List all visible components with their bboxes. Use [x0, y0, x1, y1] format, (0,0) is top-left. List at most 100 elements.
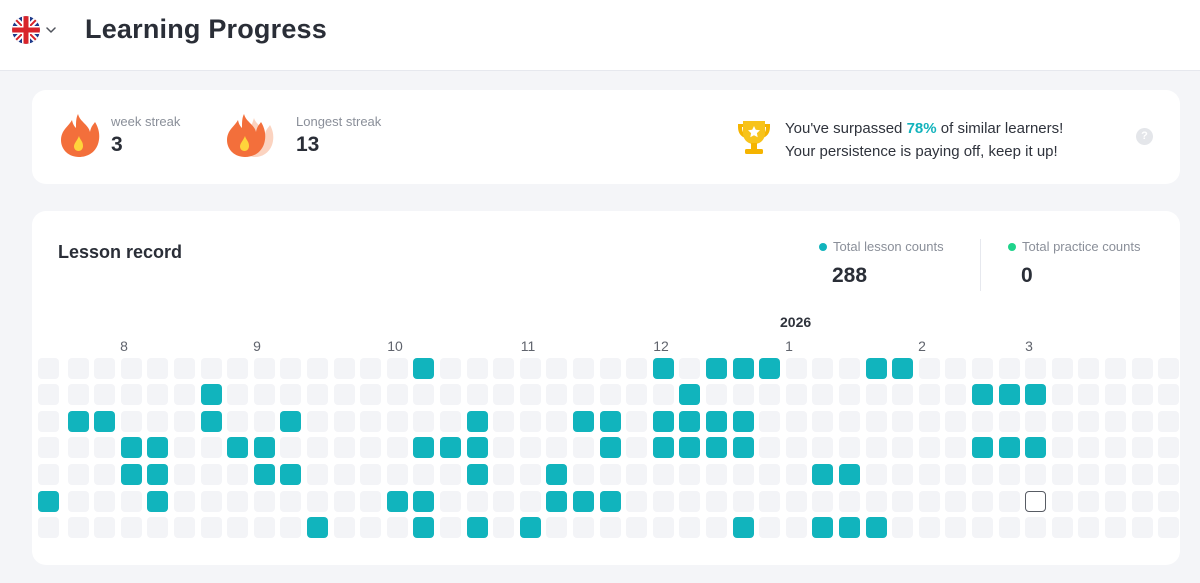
calendar-day-cell	[200, 357, 222, 379]
calendar-day-cell	[759, 437, 781, 459]
calendar-day-cell	[652, 410, 674, 432]
month-label: 11	[520, 338, 536, 354]
lesson-record-title: Lesson record	[58, 242, 183, 262]
calendar-day-cell	[147, 437, 169, 459]
calendar-day-cell	[333, 357, 355, 379]
calendar-day-cell	[998, 410, 1020, 432]
calendar-day-cell	[546, 463, 568, 485]
calendar-day-cell	[785, 410, 807, 432]
calendar-day-cell	[67, 357, 89, 379]
calendar-day-cell	[200, 437, 222, 459]
calendar-day-cell	[1025, 463, 1047, 485]
calendar-day-cell	[705, 490, 727, 512]
calendar-day-cell	[1131, 463, 1153, 485]
calendar-day-cell	[626, 357, 648, 379]
calendar-day-cell	[652, 463, 674, 485]
calendar-day-cell	[892, 517, 914, 539]
calendar-day-cell	[572, 357, 594, 379]
calendar-day-cell	[147, 490, 169, 512]
calendar-day-cell	[519, 517, 541, 539]
calendar-day-cell	[1131, 490, 1153, 512]
calendar-day-cell	[732, 410, 754, 432]
calendar-day-cell	[439, 437, 461, 459]
calendar-day-cell	[37, 410, 59, 432]
calendar-day-cell	[971, 490, 993, 512]
calendar-day-cell	[120, 384, 142, 406]
calendar-day-cell	[227, 357, 249, 379]
calendar-day-cell	[120, 410, 142, 432]
calendar-day-cell	[1158, 357, 1180, 379]
calendar-day-cell	[200, 384, 222, 406]
calendar-day-cell	[466, 490, 488, 512]
calendar-day-cell	[1104, 437, 1126, 459]
calendar-day-cell	[1104, 410, 1126, 432]
calendar-day-cell	[466, 437, 488, 459]
year-label: 2026	[780, 314, 812, 330]
double-flame-icon	[227, 114, 274, 157]
calendar-day-cell	[466, 463, 488, 485]
calendar-day-cell	[67, 463, 89, 485]
calendar-day-cell	[599, 384, 621, 406]
calendar-day-cell	[147, 463, 169, 485]
calendar-day-cell	[785, 490, 807, 512]
calendar-day-cell	[705, 357, 727, 379]
calendar-day-cell	[785, 357, 807, 379]
calendar-day-cell	[626, 410, 648, 432]
calendar-day-cell	[572, 463, 594, 485]
calendar-day-cell	[892, 357, 914, 379]
total-lesson-label: Total lesson counts	[833, 239, 944, 254]
calendar-day-cell	[253, 410, 275, 432]
calendar-day-cell	[94, 357, 116, 379]
calendar-day-cell	[1078, 463, 1100, 485]
week-streak: week streak 3	[58, 112, 180, 158]
calendar-day-cell	[493, 463, 515, 485]
calendar-day-cell	[67, 517, 89, 539]
calendar-day-cell	[227, 410, 249, 432]
calendar-day-cell	[306, 463, 328, 485]
month-label: 3	[1025, 338, 1033, 354]
calendar-day-cell	[280, 517, 302, 539]
lesson-calendar-grid	[32, 357, 1180, 547]
calendar-day-cell	[679, 410, 701, 432]
total-lesson-stat: Total lesson counts 288	[819, 239, 944, 288]
calendar-day-cell	[439, 517, 461, 539]
calendar-day-cell	[546, 384, 568, 406]
calendar-day-cell	[466, 517, 488, 539]
calendar-day-cell	[865, 490, 887, 512]
help-icon[interactable]: ?	[1136, 128, 1153, 145]
calendar-day-cell	[679, 437, 701, 459]
calendar-day-cell	[306, 437, 328, 459]
calendar-day-cell	[413, 463, 435, 485]
calendar-day-cell	[812, 437, 834, 459]
calendar-day-cell	[1158, 437, 1180, 459]
chevron-down-icon	[46, 27, 56, 33]
calendar-day-cell	[812, 517, 834, 539]
calendar-day-cell	[173, 490, 195, 512]
calendar-day-cell	[572, 490, 594, 512]
calendar-day-cell	[599, 463, 621, 485]
calendar-day-cell	[599, 517, 621, 539]
calendar-day-cell	[306, 410, 328, 432]
calendar-day-cell	[865, 517, 887, 539]
calendar-day-cell	[892, 463, 914, 485]
calendar-day-cell	[200, 463, 222, 485]
calendar-day-cell	[413, 410, 435, 432]
month-label: 10	[387, 338, 403, 354]
calendar-day-cell	[971, 357, 993, 379]
calendar-day-cell	[546, 437, 568, 459]
calendar-day-cell	[493, 437, 515, 459]
calendar-day-cell	[37, 384, 59, 406]
calendar-day-cell	[546, 517, 568, 539]
calendar-day-cell	[519, 357, 541, 379]
calendar-day-cell	[253, 357, 275, 379]
calendar-day-cell	[732, 517, 754, 539]
calendar-day-cell	[253, 517, 275, 539]
lesson-dot-icon	[819, 242, 827, 251]
language-selector[interactable]	[12, 16, 56, 44]
calendar-day-cell	[679, 384, 701, 406]
month-label: 9	[253, 338, 261, 354]
calendar-day-cell	[785, 463, 807, 485]
month-label: 2	[918, 338, 926, 354]
achievement-encouragement: Your persistence is paying off, keep it …	[785, 143, 1058, 160]
calendar-day-cell	[1104, 490, 1126, 512]
